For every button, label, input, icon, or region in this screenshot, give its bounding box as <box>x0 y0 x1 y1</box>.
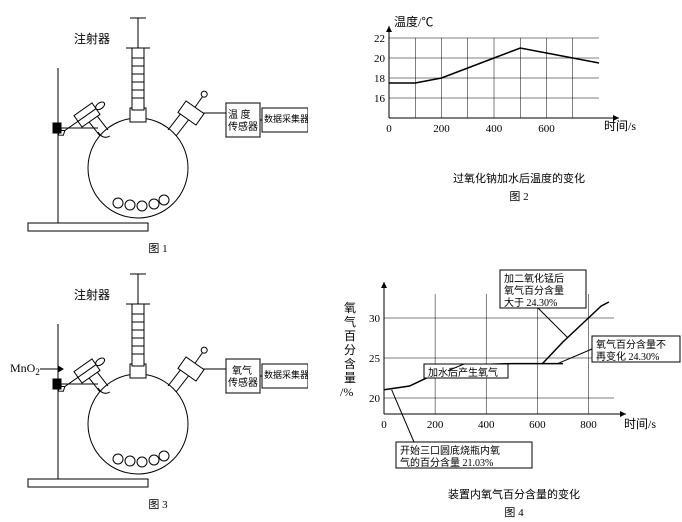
o2-sensor-label: 氧气 传感器 <box>228 364 258 389</box>
figure-2: 温度/℃ 22 20 18 16 0 200 400 600 时间/s 过氧化钠加水后温度的变… <box>314 8 674 258</box>
figure-4: 3025200200400600800氧气百分含量/%加二氧化锰后氧气百分含量大… <box>314 264 674 514</box>
svg-text:30: 30 <box>369 313 381 325</box>
svg-text:0: 0 <box>386 123 392 135</box>
svg-text:400: 400 <box>478 419 495 431</box>
svg-text:气: 气 <box>344 314 356 329</box>
svg-text:800: 800 <box>580 419 597 431</box>
svg-text:开始三口圆底烧瓶内氧: 开始三口圆底烧瓶内氧 <box>400 444 500 457</box>
svg-text:再变化 24.30%: 再变化 24.30% <box>596 350 659 363</box>
svg-text:0: 0 <box>381 419 387 431</box>
chart2-xlabel: 时间/s <box>604 119 636 133</box>
syringe-label-3: 注射器 <box>74 287 110 302</box>
svg-text:大于 24.30%: 大于 24.30% <box>504 296 557 309</box>
fig1-caption: 图 1 <box>8 240 308 256</box>
svg-text:18: 18 <box>374 73 386 85</box>
svg-text:分: 分 <box>344 343 356 357</box>
svg-text:20: 20 <box>369 393 381 405</box>
svg-text:加水后产生氧气: 加水后产生氧气 <box>428 366 498 379</box>
chart2-ylabel: 温度/℃ <box>394 14 433 29</box>
svg-text:16: 16 <box>374 93 386 105</box>
fig2-caption: 图 2 <box>364 188 674 204</box>
chart4-title: 装置内氧气百分含量的变化 <box>354 486 674 502</box>
fig3-caption: 图 3 <box>8 496 308 512</box>
svg-text:百: 百 <box>344 329 356 343</box>
svg-text:400: 400 <box>486 123 503 135</box>
mno2-label: MnO2 <box>10 361 40 377</box>
svg-text:20: 20 <box>374 53 386 65</box>
collector-label-3: 数据采集器 <box>264 369 308 380</box>
svg-text:200: 200 <box>427 419 444 431</box>
svg-text:气的百分含量 21.03%: 气的百分含量 21.03% <box>400 456 493 469</box>
fig4-caption: 图 4 <box>354 504 674 520</box>
chart4-xlabel: 时间/s <box>624 417 656 431</box>
svg-text:22: 22 <box>374 33 385 45</box>
svg-text:氧气百分含量不: 氧气百分含量不 <box>596 338 666 351</box>
temp-sensor-label: 温 度 传感器 <box>228 108 258 133</box>
chart2-title: 过氧化钠加水后温度的变化 <box>364 170 674 186</box>
svg-text:200: 200 <box>433 123 450 135</box>
svg-text:含: 含 <box>344 356 356 371</box>
figure-3: 注射器 氧气 传感器 数据采集器 MnO2 图 3 <box>8 264 308 514</box>
svg-text:/%: /% <box>340 385 353 399</box>
svg-text:氧: 氧 <box>344 301 356 315</box>
svg-text:600: 600 <box>529 419 546 431</box>
svg-text:量: 量 <box>344 371 356 385</box>
svg-text:600: 600 <box>538 123 555 135</box>
svg-text:氧气百分含量: 氧气百分含量 <box>504 284 564 297</box>
svg-text:25: 25 <box>369 353 381 365</box>
svg-text:加二氧化锰后: 加二氧化锰后 <box>504 272 564 285</box>
figure-1: 注射器 温 度 传感器 数据采集器 图 1 <box>8 8 308 258</box>
collector-label: 数据采集器 <box>264 113 308 124</box>
syringe-label: 注射器 <box>74 31 110 46</box>
